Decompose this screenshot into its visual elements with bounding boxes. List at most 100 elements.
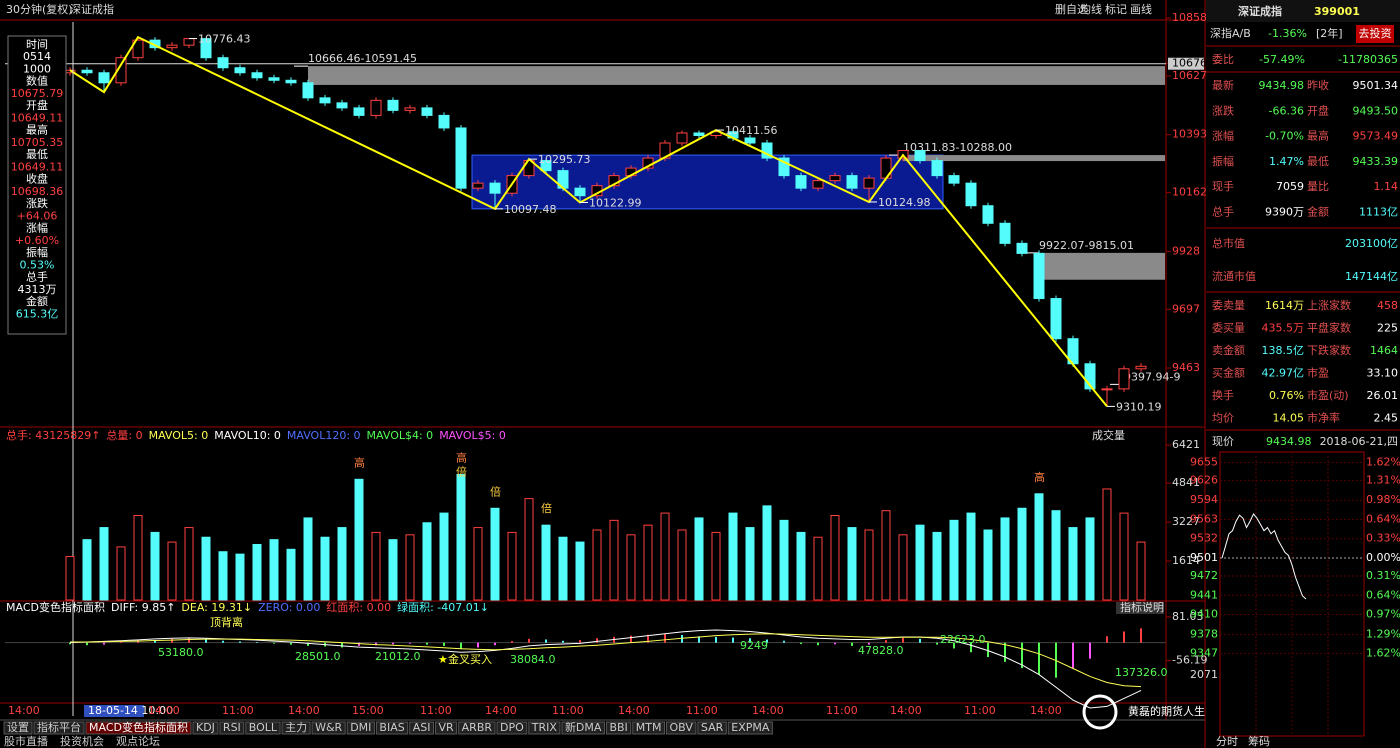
indicator-tab[interactable] <box>192 721 219 735</box>
bottom-tab[interactable]: 观点论坛 <box>116 734 160 748</box>
volume-bar <box>864 529 874 601</box>
candle-body <box>761 142 773 159</box>
info-value: 总手 <box>26 270 48 284</box>
mini-tick-label: 9472 <box>1190 569 1218 582</box>
toolbar-button[interactable]: 均线 <box>1080 2 1102 16</box>
volume-bar <box>830 515 840 601</box>
indicator-tab[interactable] <box>375 721 409 735</box>
indicator-tab-label[interactable]: SAR <box>701 721 724 734</box>
volume-bar <box>728 512 738 601</box>
indicator-tab[interactable] <box>665 721 697 735</box>
indicator-tab[interactable] <box>3 721 33 735</box>
indicator-tab-label[interactable]: ASI <box>413 721 431 734</box>
bottom-tab[interactable]: 投资机会 <box>60 734 104 748</box>
toolbar-button[interactable]: 标记 <box>1105 2 1127 16</box>
indicator-tab-label[interactable]: 设置 <box>7 721 29 734</box>
indicator-tab[interactable] <box>346 721 375 735</box>
rp-label: 卖金额 <box>1212 343 1245 357</box>
volume-bar <box>167 541 177 601</box>
indicator-tab-label[interactable]: OBV <box>669 721 693 734</box>
indicator-tab-label[interactable]: BBI <box>609 721 627 734</box>
x-tick-label: 14:00 <box>752 704 784 717</box>
indicator-tab[interactable] <box>245 721 281 735</box>
rp-tab[interactable]: 分时 <box>1216 735 1238 748</box>
indicator-tab-label[interactable]: 指标平台 <box>37 720 81 734</box>
invest-button[interactable] <box>1356 25 1394 43</box>
indicator-tab[interactable] <box>33 721 85 735</box>
indicator-tab-label[interactable]: MACD变色指标面积 <box>89 720 188 734</box>
macd-annotation: 28501.0 <box>295 650 341 663</box>
indicator-tab[interactable] <box>311 721 346 735</box>
candle-body <box>863 177 875 189</box>
toolbar-button[interactable]: 删自选 <box>1055 3 1088 16</box>
rp-tab[interactable]: 筹码 <box>1248 734 1270 748</box>
help-label[interactable]: 指标说明 <box>1120 600 1164 614</box>
indicator-tab[interactable] <box>561 721 605 735</box>
indicator-tab[interactable] <box>496 721 528 735</box>
indicator-tab-label[interactable]: 主力 <box>285 721 307 734</box>
volume-bar <box>65 556 75 601</box>
indicator-tab[interactable] <box>409 721 434 735</box>
x-tick-label: 14:00 <box>8 704 40 717</box>
indicator-tab[interactable] <box>697 721 727 735</box>
indicator-tab-label[interactable]: DMI <box>350 721 371 734</box>
volume-bar <box>1102 488 1112 601</box>
mini-tick-label: 9410 <box>1190 608 1218 621</box>
rp-value: 458 <box>1377 299 1398 312</box>
rp-label: 委比 <box>1212 53 1234 66</box>
indicator-tab[interactable] <box>605 721 632 735</box>
volume-menu[interactable]: 成交量 <box>1092 428 1125 442</box>
info-value: 最高 <box>26 123 48 137</box>
indicator-tab[interactable] <box>528 721 561 735</box>
indicator-tab[interactable] <box>281 721 311 735</box>
rp-label: 市盈(动) <box>1307 388 1349 402</box>
indicator-tab-label[interactable]: BOLL <box>249 721 278 734</box>
y-tick-label: 3227 <box>1172 515 1200 528</box>
toolbar-button[interactable]: 画线 <box>1130 2 1152 16</box>
indicator-tab-label[interactable]: EXPMA <box>731 721 770 734</box>
indicator-tab-label[interactable]: KDJ <box>196 721 215 734</box>
mini-tick-label: 9501 <box>1190 551 1218 564</box>
rp-value: 42.97亿 <box>1262 367 1305 380</box>
macd-annotation: 47828.0 <box>858 644 904 657</box>
rp-label: 振幅 <box>1212 154 1234 168</box>
indicator-label: 红面积: 0.00 <box>326 601 391 614</box>
info-label: +64.06 <box>17 210 58 223</box>
indicator-tab-label[interactable]: 新DMA <box>565 720 602 734</box>
mini-pct-label: 0.97% <box>1366 608 1400 621</box>
indicator-tab-label[interactable]: RSI <box>223 721 241 734</box>
indicator-tab[interactable] <box>434 721 458 735</box>
rp-label: 昨收 <box>1307 78 1329 92</box>
help-button[interactable] <box>1116 602 1164 614</box>
pivot-label: 10295.73 <box>538 153 591 166</box>
candle-body <box>982 205 994 224</box>
indicator-tab-label[interactable]: ARBR <box>462 721 493 734</box>
rp-label: 现价 <box>1212 435 1234 448</box>
indicator-tab[interactable] <box>727 721 773 735</box>
indicator-tab[interactable] <box>85 721 192 735</box>
info-label: 时间 <box>26 38 48 51</box>
volume-marker: 高 <box>354 455 365 469</box>
x-tick-label: 14:00 <box>1030 704 1062 717</box>
indicator-tab-label[interactable]: VR <box>438 721 454 734</box>
indicator-tab-label[interactable]: TRIX <box>531 721 558 734</box>
y-tick-label: 10627 <box>1172 69 1207 82</box>
volume-bar <box>677 529 687 601</box>
bottom-tab[interactable]: 股市直播 <box>4 734 48 748</box>
indicator-tab[interactable] <box>458 721 496 735</box>
indicator-tab-label[interactable]: MTM <box>636 721 662 734</box>
indicator-tab[interactable] <box>219 721 245 735</box>
rp-label: 市盈 <box>1307 366 1329 380</box>
rp-label: 量比 <box>1307 180 1329 193</box>
invest-label[interactable]: 去投资 <box>1359 26 1392 40</box>
rp-label: 现手 <box>1212 179 1234 193</box>
volume-bar <box>1017 507 1027 601</box>
indicator-tab-label[interactable]: DPO <box>500 721 524 734</box>
indicator-tab[interactable] <box>632 721 665 735</box>
rp-value: -66.36 <box>1269 104 1304 117</box>
indicator-tab-label[interactable]: W&R <box>315 721 342 734</box>
rp-value: 9573.49 <box>1353 130 1399 143</box>
indicator-tab-label[interactable]: BIAS <box>379 721 404 734</box>
info-label: 10649.11 <box>11 112 64 125</box>
info-value: 0514 <box>23 50 51 63</box>
